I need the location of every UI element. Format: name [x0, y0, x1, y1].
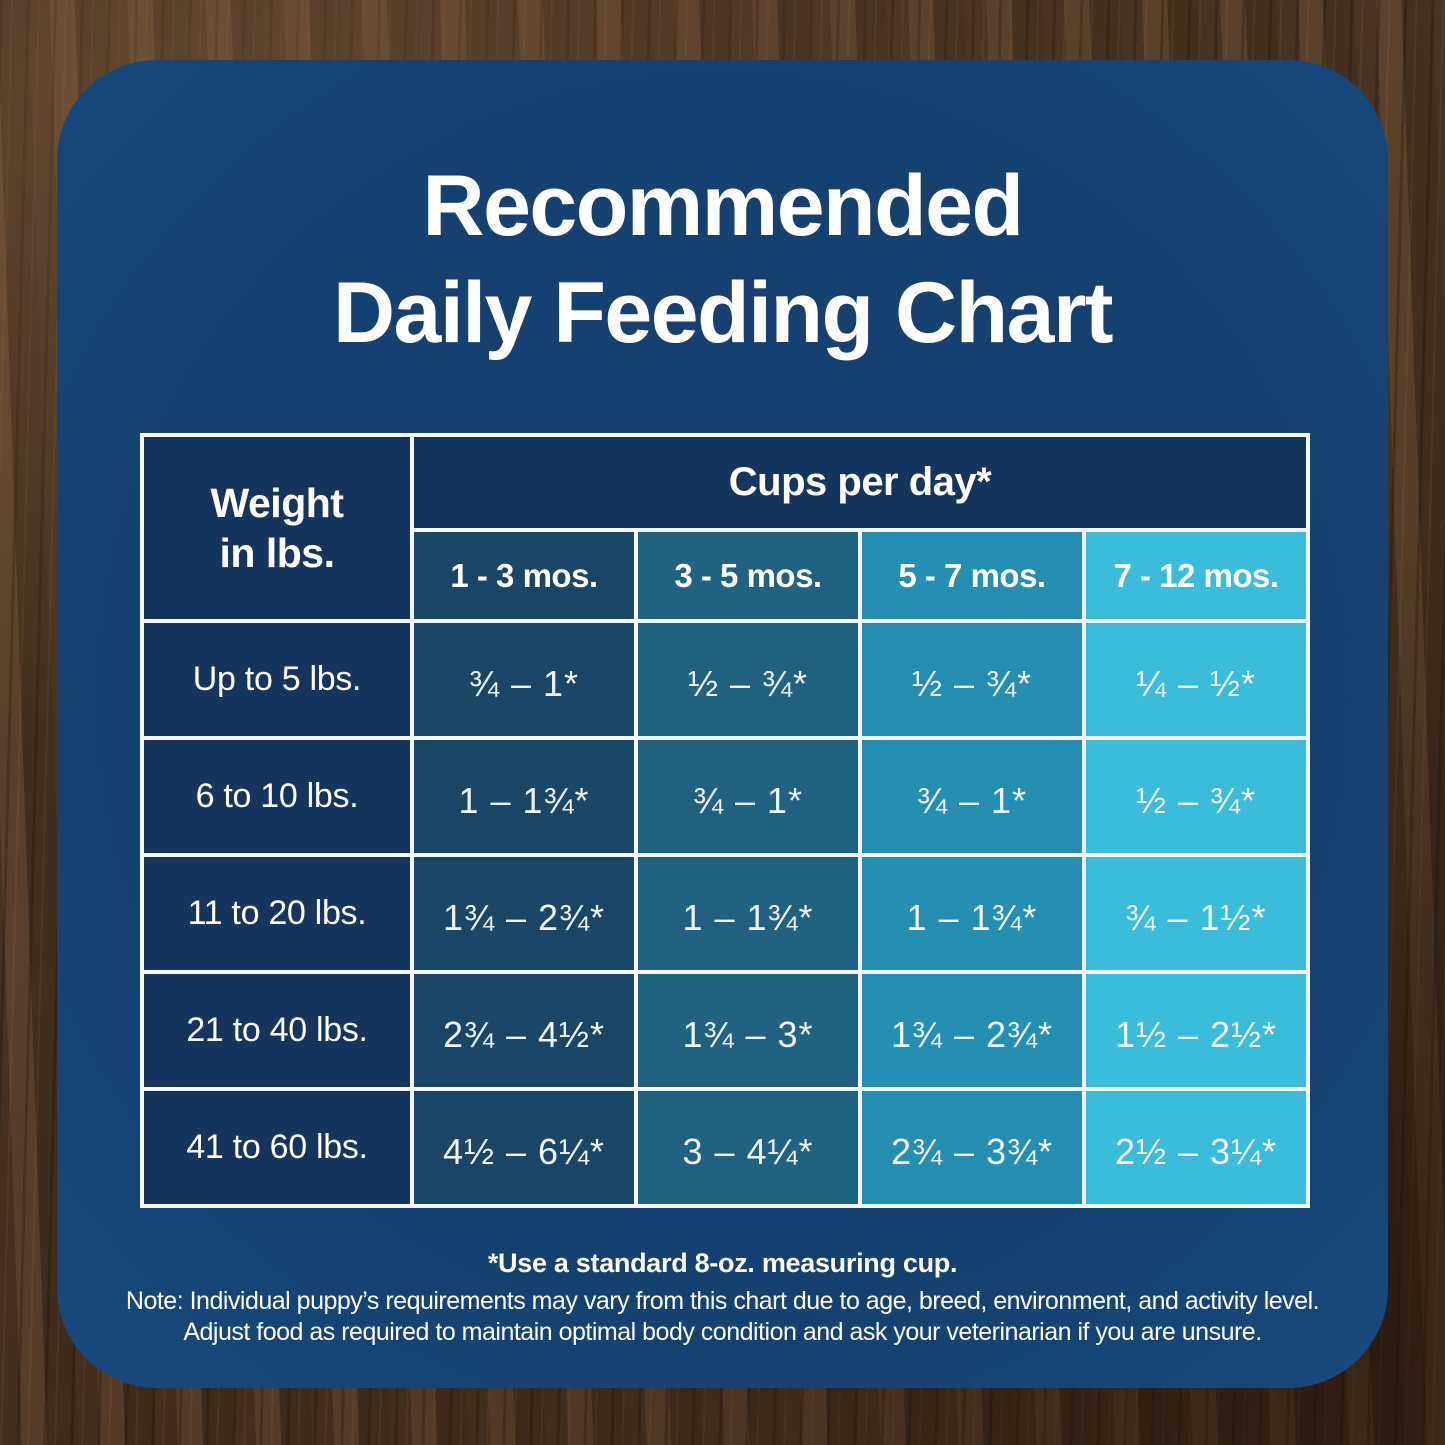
feeding-table: Weight in lbs. Cups per day* 1 - 3 mos. … — [140, 433, 1310, 1208]
feeding-value-cell: 1 – 1¾* — [862, 857, 1082, 970]
weight-row-label: 21 to 40 lbs. — [144, 974, 410, 1087]
feeding-value-cell: ¾ – 1½* — [1086, 857, 1306, 970]
weight-row-label: 6 to 10 lbs. — [144, 740, 410, 853]
page-title: Recommended Daily Feeding Chart — [57, 153, 1388, 367]
feeding-value-cell: 1¾ – 2¾* — [414, 857, 634, 970]
feeding-value-cell: ¼ – ½* — [1086, 623, 1306, 736]
feeding-value-cell: ¾ – 1* — [638, 740, 858, 853]
feeding-value-cell: 1¾ – 3* — [638, 974, 858, 1087]
title-line-1: Recommended — [422, 158, 1025, 254]
feeding-value-cell: 1 – 1¾* — [414, 740, 634, 853]
title-line-2: Daily Feeding Chart — [332, 265, 1114, 361]
feeding-value-cell: 1½ – 2½* — [1086, 974, 1306, 1087]
age-column-header-3-5-mos: 3 - 5 mos. — [638, 532, 858, 619]
feeding-value-cell: ¾ – 1* — [414, 623, 634, 736]
footnotes: *Use a standard 8-oz. measuring cup. Not… — [57, 1248, 1388, 1348]
age-column-header-5-7-mos: 5 - 7 mos. — [862, 532, 1082, 619]
variation-note-line1: Note: Individual puppy’s requirements ma… — [125, 1287, 1320, 1315]
weight-row-label: 41 to 60 lbs. — [144, 1091, 410, 1204]
feeding-value-cell: 3 – 4¼* — [638, 1091, 858, 1204]
feeding-chart-card: Recommended Daily Feeding Chart Weight i… — [57, 60, 1388, 1388]
weight-header-cell: Weight in lbs. — [144, 437, 410, 619]
weight-row-label: 11 to 20 lbs. — [144, 857, 410, 970]
feeding-value-cell: 1¾ – 2¾* — [862, 974, 1082, 1087]
feeding-value-cell: ¾ – 1* — [862, 740, 1082, 853]
weight-header-line1: Weight — [210, 480, 344, 526]
feeding-value-cell: ½ – ¾* — [638, 623, 858, 736]
feeding-value-cell: 2¾ – 3¾* — [862, 1091, 1082, 1204]
age-column-header-1-3-mos: 1 - 3 mos. — [414, 532, 634, 619]
weight-header-line2: in lbs. — [219, 530, 335, 576]
feeding-value-cell: ½ – ¾* — [862, 623, 1082, 736]
feeding-value-cell: 2½ – 3¼* — [1086, 1091, 1306, 1204]
feeding-value-cell: 2¾ – 4½* — [414, 974, 634, 1087]
cups-per-day-header-cell: Cups per day* — [414, 437, 1306, 528]
age-column-header-7-12-mos: 7 - 12 mos. — [1086, 532, 1306, 619]
feeding-value-cell: ½ – ¾* — [1086, 740, 1306, 853]
measuring-cup-note: *Use a standard 8-oz. measuring cup. — [487, 1248, 958, 1278]
feeding-value-cell: 4½ – 6¼* — [414, 1091, 634, 1204]
variation-note-line2: Adjust food as required to maintain opti… — [183, 1318, 1262, 1346]
weight-row-label: Up to 5 lbs. — [144, 623, 410, 736]
feeding-value-cell: 1 – 1¾* — [638, 857, 858, 970]
